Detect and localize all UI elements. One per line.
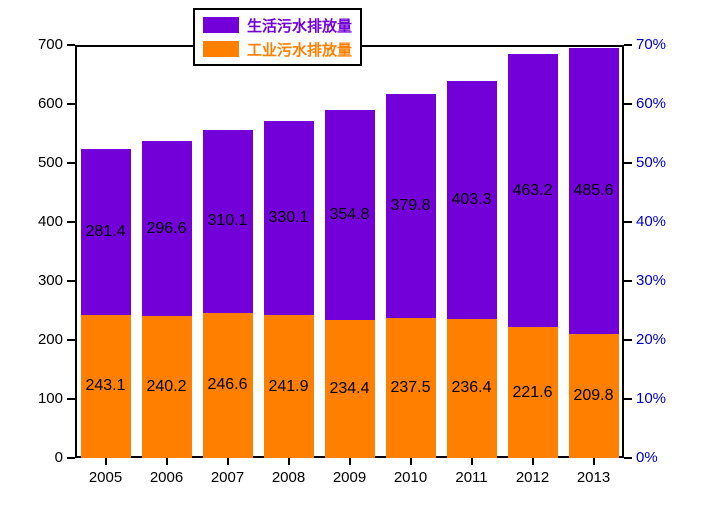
x-tick [470,458,473,465]
right-tick [624,398,632,400]
legend-item-domestic: 生活污水排放量 [203,13,352,37]
x-axis-label: 2007 [210,469,245,486]
right-axis-tick-label: 0% [636,449,658,466]
bar-value-domestic: 485.6 [573,182,614,199]
bar-value-industrial: 241.9 [268,377,309,395]
legend: 生活污水排放量 工业污水排放量 [193,8,363,66]
x-axis-label: 2012 [515,469,550,486]
left-tick [67,162,75,164]
right-tick [624,457,632,459]
left-tick [67,398,75,400]
left-axis-tick-label: 600 [37,95,63,112]
bar-value-industrial: 243.1 [85,377,126,395]
bar-value-industrial: 240.2 [146,378,187,396]
bar-value-domestic: 379.8 [390,196,431,214]
x-tick [165,458,168,465]
x-tick [348,458,351,465]
right-tick [624,162,632,164]
left-axis-tick-label: 400 [37,213,63,230]
bar-segment-industrial [446,318,497,458]
bar-value-industrial: 221.6 [512,383,553,401]
x-tick [409,458,412,465]
legend-swatch-domestic-icon [203,17,239,33]
left-axis-tick-label: 300 [37,272,63,289]
x-axis-label: 2009 [332,469,367,486]
bar-segment-industrial [324,319,375,458]
bar-value-domestic: 310.1 [207,212,248,229]
left-tick [67,103,75,105]
legend-item-industrial: 工业污水排放量 [203,37,352,61]
right-axis-tick-label: 40% [636,213,667,230]
right-axis-tick-label: 30% [636,272,667,289]
bar-value-domestic: 403.3 [451,190,492,208]
bar-value-domestic: 354.8 [329,206,370,223]
x-tick [531,458,534,465]
bar-value-domestic: 330.1 [268,208,309,226]
plot-area: 243.1 281.4 2005 240.2 296.6 2006 246.6 310.1 20… [38,36,666,486]
left-axis-tick-label: 200 [37,331,63,348]
bar-segment-industrial [385,317,436,458]
bar-value-industrial: 234.4 [329,379,370,397]
left-axis-tick-label: 700 [37,36,63,53]
x-axis-label: 2006 [149,469,184,486]
x-axis-label: 2005 [88,469,123,486]
x-tick [287,458,290,465]
left-tick [67,457,75,459]
left-tick [67,44,75,46]
legend-label-industrial: 工业污水排放量 [247,41,353,59]
right-tick [624,103,632,105]
x-axis-label: 2008 [271,469,306,486]
x-tick [226,458,229,465]
x-axis-label: 2010 [393,469,428,486]
left-tick [67,280,75,282]
right-tick [624,280,632,282]
bar-value-industrial: 246.6 [207,376,248,394]
x-axis-label: 2011 [455,469,488,486]
right-tick [624,339,632,341]
bar-value-industrial: 237.5 [390,378,431,396]
right-tick [624,44,632,46]
left-axis-tick-label: 500 [37,154,63,171]
right-axis-tick-label: 10% [636,390,667,407]
bar-value-industrial: 209.8 [573,387,614,405]
bar-value-domestic: 463.2 [512,181,553,199]
bar-segment-industrial [568,334,619,458]
bar-segment-industrial [141,316,192,458]
x-axis-label: 2013 [576,469,611,486]
left-tick [67,339,75,341]
bar-value-domestic: 296.6 [146,219,187,237]
left-tick [67,221,75,223]
bar-segment-industrial [80,314,131,458]
bar-segment-industrial [507,327,558,458]
legend-swatch-industrial-icon [203,41,239,57]
x-tick [592,458,595,465]
right-axis-tick-label: 20% [636,331,667,348]
bar-segment-industrial [202,312,253,458]
legend-label-domestic: 生活污水排放量 [247,17,353,35]
right-axis-tick-label: 60% [636,95,667,112]
bar-value-industrial: 236.4 [451,379,492,397]
bar-value-domestic: 281.4 [85,222,126,240]
x-tick [104,458,107,465]
right-axis-tick-label: 50% [636,154,667,171]
right-axis-tick-label: 70% [636,36,667,53]
left-axis-tick-label: 0 [54,449,63,466]
left-axis-tick-label: 100 [37,390,63,407]
bar-segment-industrial [263,315,314,458]
right-tick [624,221,632,223]
